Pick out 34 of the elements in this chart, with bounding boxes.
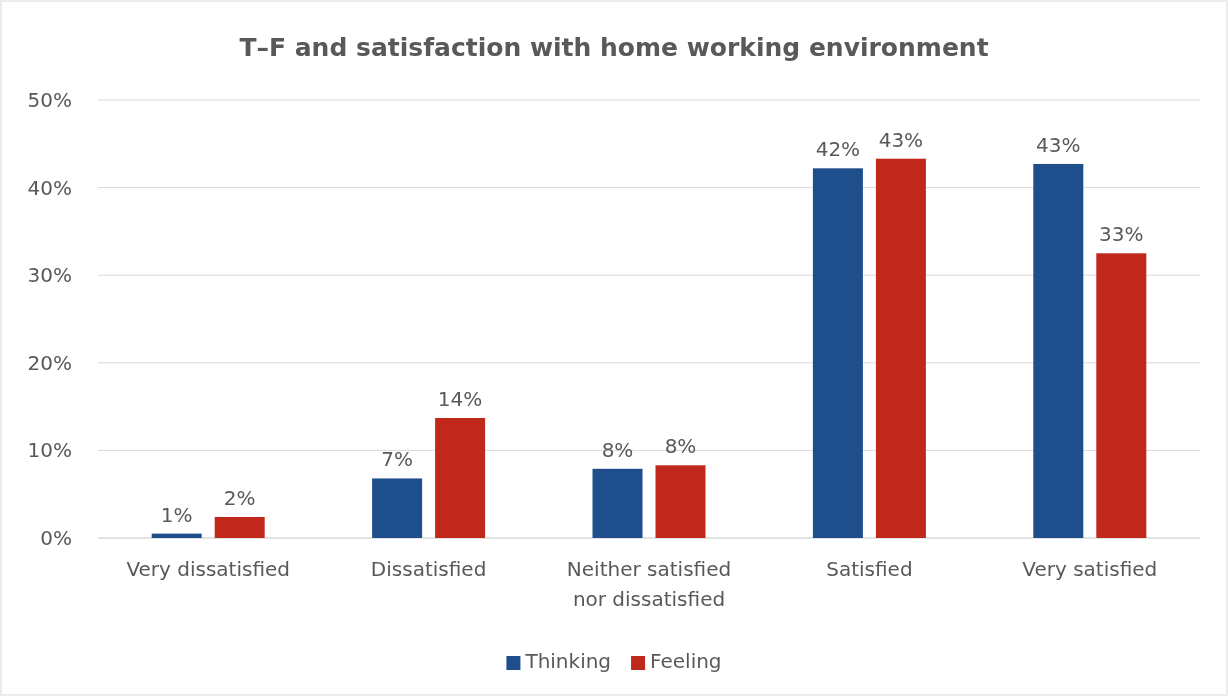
data-label: 42% bbox=[815, 137, 861, 162]
x-tick-label: Very dissatisfied bbox=[126, 557, 291, 582]
data-label: 2% bbox=[223, 485, 256, 510]
data-label: 8% bbox=[601, 437, 634, 462]
bar bbox=[1033, 163, 1084, 538]
bar bbox=[372, 478, 423, 538]
data-label: 43% bbox=[1036, 132, 1081, 157]
y-tick-label: 50% bbox=[27, 87, 72, 112]
data-label: 8% bbox=[664, 434, 697, 459]
bar bbox=[1096, 253, 1147, 538]
y-tick-label: 10% bbox=[27, 438, 72, 463]
bar bbox=[875, 158, 926, 538]
x-tick-label: Neither satisfied nor dissatisfied bbox=[566, 557, 732, 612]
bar bbox=[151, 533, 202, 538]
data-label: 43% bbox=[878, 127, 924, 152]
y-tick-label: 30% bbox=[27, 263, 72, 288]
bar bbox=[435, 417, 486, 538]
data-label: 33% bbox=[1099, 222, 1144, 247]
chart-title: T–F and satisfaction with home working environment bbox=[239, 33, 989, 62]
legend-label: Feeling bbox=[650, 649, 722, 673]
x-tick-label: Satisfied bbox=[826, 557, 913, 582]
data-label: 7% bbox=[381, 447, 413, 472]
x-tick-label: Very satisfied bbox=[1022, 557, 1158, 582]
x-tick-label: Dissatisfied bbox=[370, 557, 487, 582]
y-tick-label: 0% bbox=[40, 525, 72, 550]
legend-label: Thinking bbox=[524, 649, 612, 673]
bar bbox=[214, 516, 265, 538]
bar bbox=[592, 468, 643, 538]
bar bbox=[655, 465, 706, 538]
data-label: 1% bbox=[160, 502, 193, 527]
bar bbox=[812, 168, 863, 538]
data-label: 14% bbox=[437, 386, 483, 411]
y-tick-label: 40% bbox=[27, 175, 72, 200]
y-tick-label: 20% bbox=[27, 350, 72, 375]
